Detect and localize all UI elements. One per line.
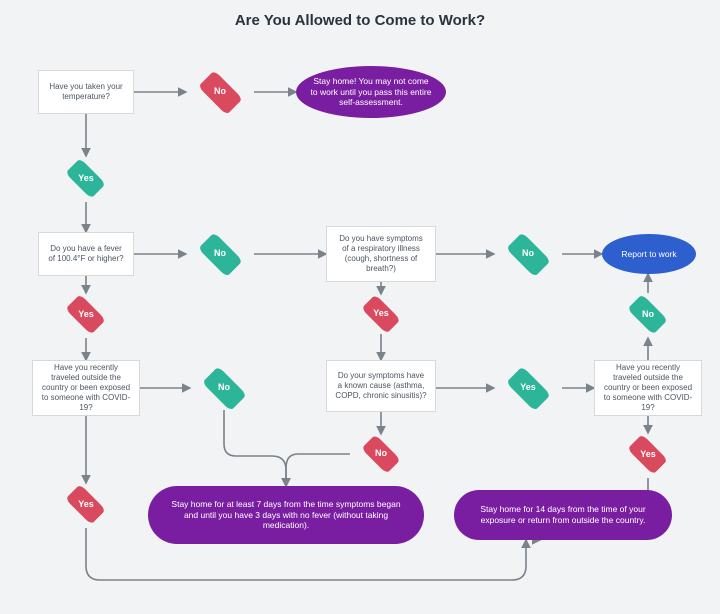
node-q_fever: Do you have a fever of 100.4°F or higher… [38, 232, 134, 276]
node-t_stayhome1: Stay home! You may not come to work unti… [296, 66, 446, 118]
node-label: No [214, 248, 226, 259]
node-label: Stay home for 14 days from the time of y… [476, 504, 650, 525]
node-d_resp_yes: Yes [356, 300, 406, 328]
node-d_trav1_no: No [196, 372, 252, 404]
node-label: No [642, 309, 654, 320]
node-label: Yes [373, 308, 389, 319]
node-label: Yes [78, 309, 94, 320]
node-d_trav1_yes: Yes [60, 490, 112, 520]
node-label: Stay home for at least 7 days from the t… [170, 499, 402, 531]
node-label: No [522, 248, 534, 259]
node-label: Have you taken your temperature? [47, 82, 125, 102]
node-t_14days: Stay home for 14 days from the time of y… [454, 490, 672, 540]
node-d_temp_yes: Yes [60, 164, 112, 194]
edge [286, 454, 350, 486]
node-label: Do your symptoms have a known cause (ast… [335, 371, 427, 401]
node-d_trav2_yes: Yes [622, 440, 674, 470]
node-label: Yes [78, 499, 94, 510]
node-label: Yes [640, 449, 656, 460]
node-d_fever_yes: Yes [60, 300, 112, 330]
node-q_temp: Have you taken your temperature? [38, 70, 134, 114]
node-d_known_no: No [356, 440, 406, 468]
node-q_travel1: Have you recently traveled outside the c… [32, 360, 140, 416]
node-d_temp_no: No [192, 76, 248, 108]
node-label: Have you recently traveled outside the c… [41, 363, 131, 413]
node-d_known_yes: Yes [500, 372, 556, 404]
node-label: No [375, 448, 387, 459]
node-label: Report to work [621, 249, 676, 260]
edge [224, 410, 286, 486]
flowchart-canvas: Are You Allowed to Come to Work? Have yo… [0, 0, 720, 614]
node-q_known: Do your symptoms have a known cause (ast… [326, 360, 436, 412]
node-label: Stay home! You may not come to work unti… [310, 76, 432, 108]
node-q_resp: Do you have symptoms of a respiratory il… [326, 226, 436, 282]
node-label: Do you have symptoms of a respiratory il… [335, 234, 427, 274]
node-label: Yes [520, 382, 536, 393]
node-label: Do you have a fever of 100.4°F or higher… [47, 244, 125, 264]
node-label: No [218, 382, 230, 393]
node-d_trav2_no: No [622, 300, 674, 330]
node-t_7days: Stay home for at least 7 days from the t… [148, 486, 424, 544]
node-label: Have you recently traveled outside the c… [603, 363, 693, 413]
node-label: No [214, 86, 226, 97]
node-d_fever_no: No [192, 238, 248, 270]
chart-title: Are You Allowed to Come to Work? [0, 12, 720, 29]
node-d_resp_no: No [500, 238, 556, 270]
node-q_travel2: Have you recently traveled outside the c… [594, 360, 702, 416]
node-label: Yes [78, 173, 94, 184]
node-t_report: Report to work [602, 234, 696, 274]
